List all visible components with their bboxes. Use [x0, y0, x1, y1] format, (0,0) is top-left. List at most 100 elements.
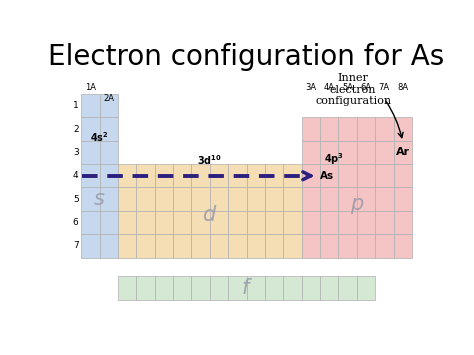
Bar: [228, 276, 246, 300]
Bar: [338, 141, 357, 164]
Bar: [82, 118, 100, 141]
Text: 6A: 6A: [360, 83, 372, 92]
Bar: [173, 234, 191, 257]
Bar: [173, 187, 191, 211]
Bar: [100, 164, 118, 187]
Bar: [301, 276, 320, 300]
Bar: [246, 276, 265, 300]
Text: 7A: 7A: [379, 83, 390, 92]
Text: Electron configuration for As: Electron configuration for As: [48, 43, 445, 71]
Bar: [173, 211, 191, 234]
Bar: [82, 187, 100, 211]
Bar: [320, 234, 338, 257]
Bar: [137, 187, 155, 211]
Bar: [301, 164, 320, 187]
Text: 5: 5: [73, 195, 79, 204]
Bar: [338, 118, 357, 141]
Text: Inner
electron
configuration: Inner electron configuration: [315, 73, 391, 106]
Bar: [338, 164, 357, 187]
Bar: [100, 118, 118, 141]
Text: $\mathbf{4p^3}$: $\mathbf{4p^3}$: [324, 151, 344, 167]
Bar: [246, 187, 265, 211]
Bar: [246, 234, 265, 257]
Bar: [357, 211, 375, 234]
Bar: [301, 234, 320, 257]
Bar: [265, 211, 283, 234]
Bar: [301, 118, 320, 141]
Bar: [210, 211, 228, 234]
Bar: [320, 276, 338, 300]
Bar: [173, 164, 191, 187]
Bar: [246, 164, 265, 187]
Bar: [320, 118, 338, 141]
Bar: [210, 164, 228, 187]
Bar: [82, 234, 100, 257]
Bar: [301, 211, 320, 234]
Bar: [320, 164, 338, 187]
Bar: [375, 118, 393, 141]
Text: 4: 4: [73, 171, 79, 180]
Bar: [82, 141, 100, 164]
Bar: [228, 164, 246, 187]
Bar: [118, 187, 137, 211]
Bar: [137, 234, 155, 257]
Bar: [375, 211, 393, 234]
Text: $\mathbf{4s^2}$: $\mathbf{4s^2}$: [91, 130, 109, 143]
Bar: [283, 164, 302, 187]
Bar: [393, 211, 412, 234]
Bar: [100, 234, 118, 257]
Bar: [155, 211, 173, 234]
Bar: [155, 164, 173, 187]
Bar: [265, 164, 283, 187]
Bar: [375, 187, 393, 211]
Text: $d$: $d$: [202, 206, 218, 225]
Bar: [338, 276, 357, 300]
Bar: [82, 94, 100, 118]
Bar: [393, 141, 412, 164]
Bar: [320, 141, 338, 164]
Bar: [191, 234, 210, 257]
Bar: [301, 141, 320, 164]
Bar: [393, 118, 412, 141]
Bar: [338, 187, 357, 211]
Text: 7: 7: [73, 241, 79, 250]
Bar: [228, 211, 246, 234]
Bar: [191, 187, 210, 211]
Bar: [137, 211, 155, 234]
Bar: [320, 187, 338, 211]
Bar: [82, 211, 100, 234]
Bar: [210, 234, 228, 257]
Text: 1A: 1A: [85, 83, 96, 92]
Bar: [228, 234, 246, 257]
Bar: [375, 234, 393, 257]
Bar: [191, 164, 210, 187]
Bar: [100, 187, 118, 211]
Bar: [246, 211, 265, 234]
Bar: [320, 211, 338, 234]
Bar: [265, 276, 283, 300]
Text: As: As: [320, 171, 334, 181]
Text: 1: 1: [73, 101, 79, 110]
Bar: [137, 276, 155, 300]
Bar: [155, 234, 173, 257]
Text: 3A: 3A: [305, 83, 317, 92]
Bar: [210, 187, 228, 211]
Bar: [375, 164, 393, 187]
Bar: [118, 164, 137, 187]
Text: $\mathbf{3d^{10}}$: $\mathbf{3d^{10}}$: [197, 153, 222, 167]
Bar: [393, 187, 412, 211]
Bar: [155, 276, 173, 300]
Bar: [301, 187, 320, 211]
Bar: [357, 234, 375, 257]
Bar: [118, 211, 137, 234]
Bar: [118, 234, 137, 257]
Bar: [228, 187, 246, 211]
Bar: [357, 187, 375, 211]
Bar: [191, 276, 210, 300]
Text: 4A: 4A: [324, 83, 335, 92]
Bar: [265, 234, 283, 257]
Bar: [357, 141, 375, 164]
Bar: [100, 211, 118, 234]
Bar: [82, 164, 100, 187]
Bar: [283, 211, 302, 234]
